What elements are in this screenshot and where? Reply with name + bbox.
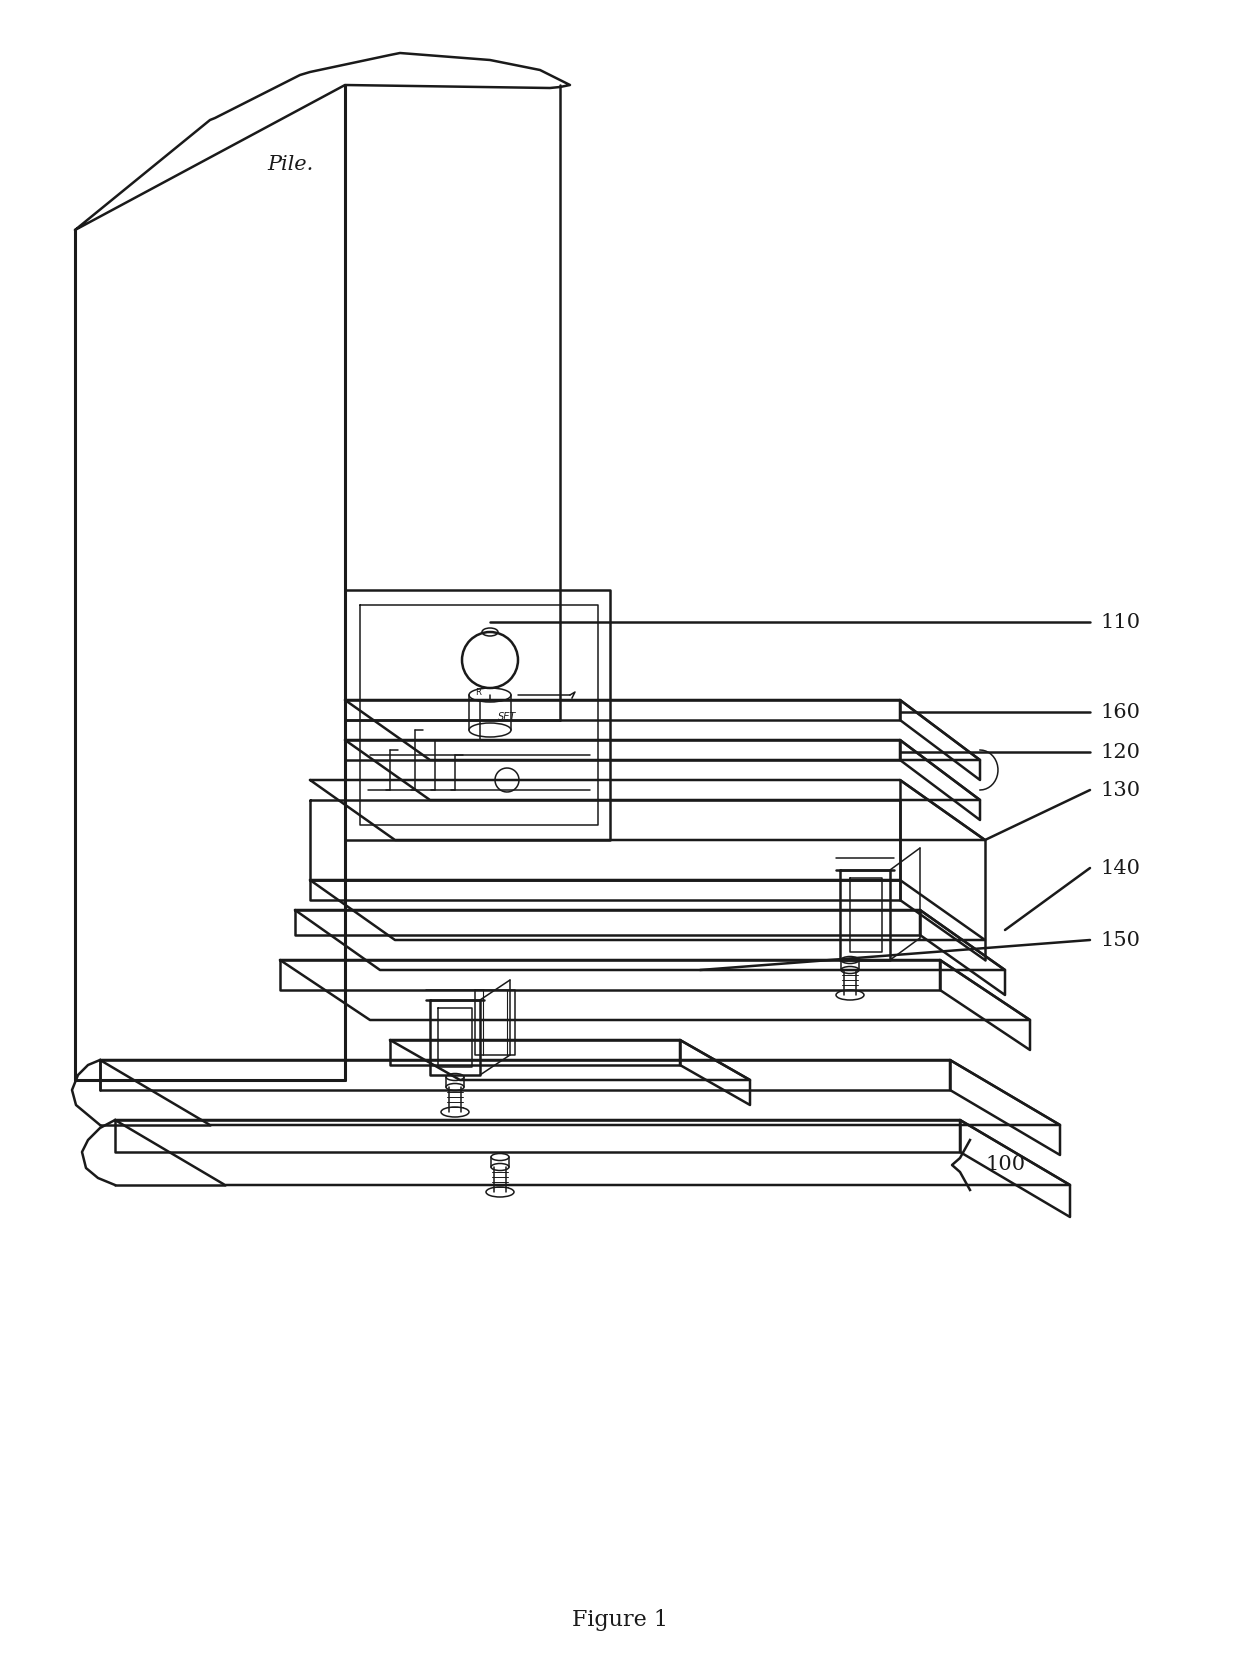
Text: 110: 110 <box>1100 613 1140 632</box>
Text: 130: 130 <box>1100 780 1140 799</box>
Text: 100: 100 <box>985 1156 1025 1175</box>
Text: 120: 120 <box>1100 742 1140 762</box>
Text: R: R <box>475 688 481 697</box>
Text: Pile.: Pile. <box>267 155 314 174</box>
Text: 140: 140 <box>1100 859 1140 877</box>
Text: 160: 160 <box>1100 702 1140 722</box>
Text: SET: SET <box>498 712 516 722</box>
Text: Figure 1: Figure 1 <box>572 1609 668 1631</box>
Text: 150: 150 <box>1100 931 1140 949</box>
